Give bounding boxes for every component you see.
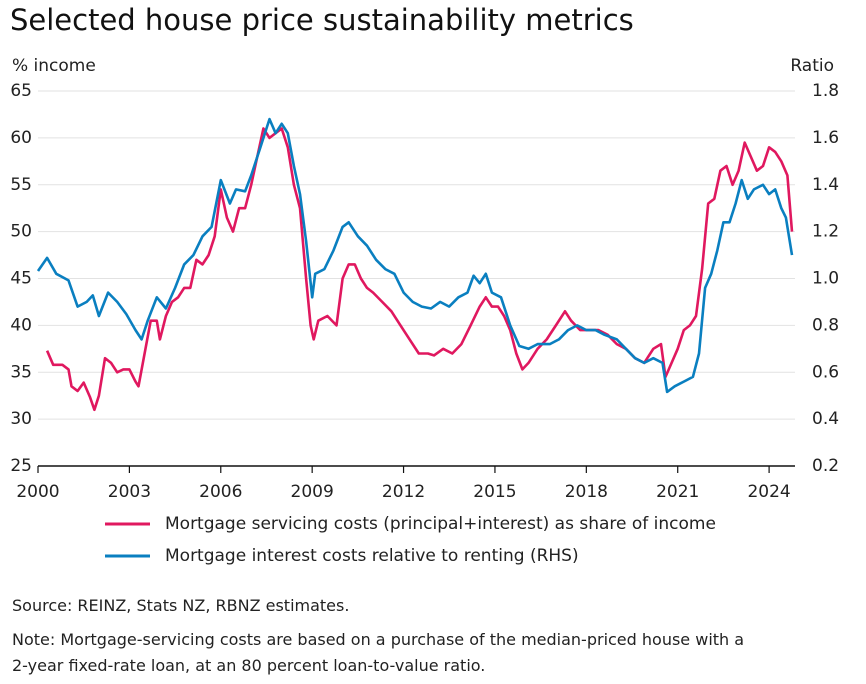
- y2-tick-label: 0.2: [812, 456, 839, 476]
- chart: Selected house price sustainability metr…: [10, 3, 839, 566]
- y-tick-label: 35: [10, 362, 32, 382]
- note-line: Note: Mortgage-servicing costs are based…: [12, 630, 745, 649]
- y-tick-label: 30: [10, 409, 32, 429]
- note-line: 2-year fixed-rate loan, at an 80 percent…: [12, 656, 486, 675]
- y2-axis-label: Ratio: [790, 56, 834, 76]
- legend-label: Mortgage servicing costs (principal+inte…: [165, 514, 716, 534]
- y-tick-label: 60: [10, 128, 32, 148]
- x-tick-label: 2021: [656, 482, 699, 502]
- x-tick-label: 2012: [382, 482, 425, 502]
- y-axis-label: % income: [12, 56, 96, 76]
- y-tick-label: 50: [10, 222, 32, 242]
- y2-tick-label: 1.4: [812, 175, 839, 195]
- y2-tick-label: 1.2: [812, 222, 839, 242]
- x-tick-label: 2003: [108, 482, 151, 502]
- line-series: [36, 117, 794, 394]
- x-tick-label: 2006: [199, 482, 242, 502]
- chart-title: Selected house price sustainability metr…: [10, 3, 634, 37]
- x-tick-label: 2015: [473, 482, 516, 502]
- y-tick-label: 40: [10, 315, 32, 335]
- y2-tick-label: 1.8: [812, 81, 839, 101]
- y2-tick-label: 0.4: [812, 409, 839, 429]
- line-series: [45, 127, 794, 412]
- y-tick-label: 65: [10, 81, 32, 101]
- y2-tick-label: 0.6: [812, 362, 839, 382]
- x-tick-label: 2018: [565, 482, 608, 502]
- y-tick-label: 45: [10, 269, 32, 289]
- source: Source: REINZ, Stats NZ, RBNZ estimates.: [12, 596, 350, 615]
- y2-tick-label: 1.6: [812, 128, 839, 148]
- x-tick-label: 2024: [747, 482, 790, 502]
- legend-label: Mortgage interest costs relative to rent…: [165, 546, 579, 566]
- y2-tick-label: 0.8: [812, 315, 839, 335]
- y-tick-label: 25: [10, 456, 32, 476]
- x-tick-label: 2009: [291, 482, 334, 502]
- y-tick-label: 55: [10, 175, 32, 195]
- x-tick-label: 2000: [16, 482, 59, 502]
- y2-tick-label: 1.0: [812, 269, 839, 289]
